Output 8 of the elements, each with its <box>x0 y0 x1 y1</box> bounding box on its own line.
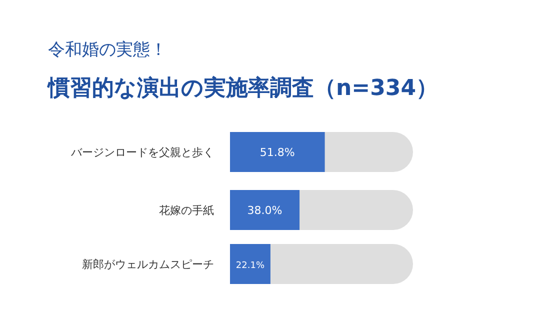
chart-subtitle: 慣習的な演出の実施率調査（n=334） <box>46 75 438 101</box>
data-label: 38.0% <box>247 204 282 217</box>
y-tick-label: バージンロードを父親と歩く <box>70 146 214 159</box>
data-label: 22.1% <box>236 261 265 271</box>
chart-title: 令和婚の実態！ <box>48 40 167 60</box>
y-tick-label: 花嫁の手紙 <box>159 204 214 217</box>
data-label: 51.8% <box>260 146 295 159</box>
y-tick-label: 新郎がウェルカムスピーチ <box>82 258 214 271</box>
